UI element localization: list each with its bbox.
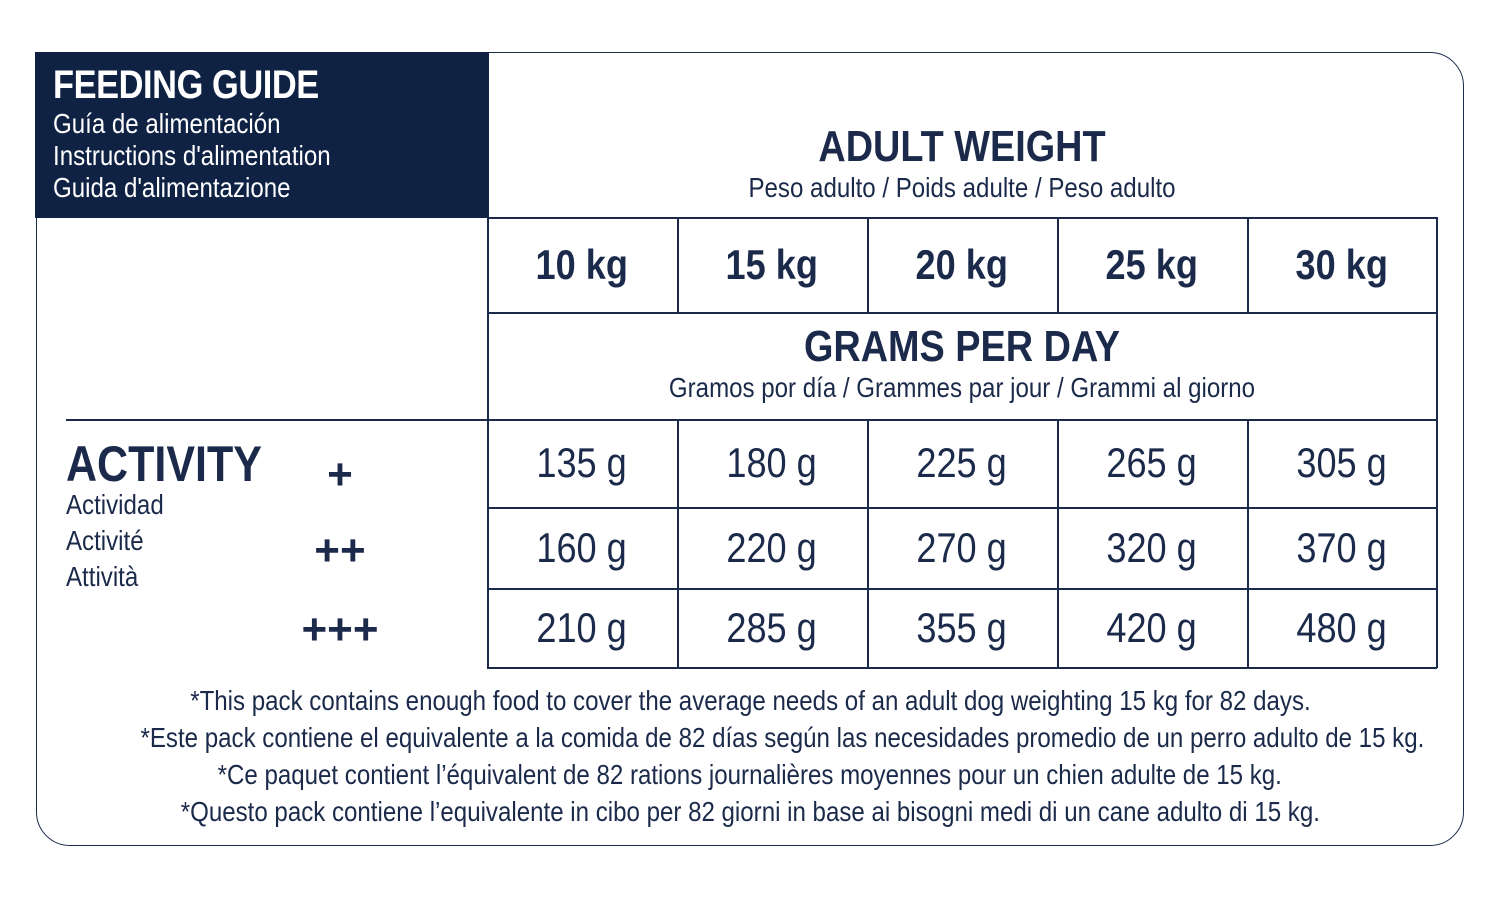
footnote-en: *This pack contains enough food to cover… — [189, 685, 1311, 716]
grams-cell: 210 g — [536, 603, 628, 651]
feeding-guide-title-es: Guía de alimentación — [53, 108, 281, 139]
grams-cell: 135 g — [536, 439, 628, 486]
grid-line — [1247, 217, 1249, 313]
grams-cell: 160 g — [536, 523, 628, 571]
weight-header-cell: 10 kg — [535, 241, 629, 288]
grid-line — [487, 312, 1437, 314]
grid-line — [1057, 419, 1059, 668]
adult-weight-title: ADULT WEIGHT — [818, 122, 1106, 171]
grid-line — [1436, 217, 1438, 668]
grams-cell: 265 g — [1106, 439, 1198, 486]
activity-level-high: +++ — [301, 605, 379, 654]
weight-header-cell: 30 kg — [1295, 241, 1389, 288]
grid-line — [487, 507, 1437, 509]
footnote-fr: *Ce paquet contient l’équivalent de 82 r… — [217, 759, 1283, 790]
grams-cell: 305 g — [1296, 439, 1388, 486]
grid-line — [487, 217, 1437, 219]
grams-cell: 180 g — [726, 439, 818, 486]
grams-cell: 220 g — [726, 523, 818, 571]
grams-cell: 270 g — [916, 523, 1008, 571]
weight-header-cell: 20 kg — [915, 241, 1009, 288]
feeding-guide-title-it: Guida d'alimentazione — [53, 172, 291, 203]
grid-line — [1247, 419, 1249, 668]
activity-label-fr: Activité — [66, 525, 144, 556]
feeding-guide-title: FEEDING GUIDE — [53, 63, 319, 107]
grams-cell: 225 g — [916, 439, 1008, 486]
footnote-it: *Questo pack contiene l’equivalente in c… — [180, 796, 1320, 827]
grid-line — [1057, 217, 1059, 313]
weight-header-cell: 25 kg — [1105, 241, 1199, 288]
weight-header-cell: 15 kg — [725, 241, 819, 288]
grams-cell: 355 g — [916, 603, 1008, 651]
grid-line — [487, 667, 1437, 669]
adult-weight-subtitle: Peso adulto / Poids adulte / Peso adulto — [748, 172, 1176, 203]
grid-line — [867, 419, 869, 668]
activity-level-low: + — [327, 450, 353, 499]
footnote-es: *Este pack contiene el equivalente a la … — [140, 722, 1425, 753]
activity-label-es: Actividad — [66, 489, 164, 520]
grams-cell: 420 g — [1106, 603, 1198, 651]
feeding-guide-title-box: FEEDING GUIDE Guía de alimentación Instr… — [35, 52, 489, 218]
grams-cell: 320 g — [1106, 523, 1198, 571]
adult-weight-header: ADULT WEIGHT Peso adulto / Poids adulte … — [487, 122, 1437, 204]
grams-per-day-title: GRAMS PER DAY — [803, 322, 1121, 371]
activity-level-medium: ++ — [314, 526, 366, 575]
grid-line — [867, 217, 869, 313]
grams-cell: 285 g — [726, 603, 818, 651]
activity-label-it: Attività — [66, 561, 139, 592]
feeding-guide-title-fr: Instructions d'alimentation — [53, 140, 331, 171]
grid-line — [66, 419, 1437, 421]
grid-line — [677, 419, 679, 668]
grams-cell: 480 g — [1296, 603, 1388, 651]
grams-per-day-subtitle: Gramos por día / Grammes par jour / Gram… — [668, 372, 1256, 403]
grams-per-day-header: GRAMS PER DAY Gramos por día / Grammes p… — [487, 322, 1437, 404]
activity-title: ACTIVITY — [66, 436, 262, 492]
grid-line — [487, 588, 1437, 590]
grid-line — [487, 217, 489, 668]
grid-line — [677, 217, 679, 313]
grams-cell: 370 g — [1296, 523, 1388, 571]
